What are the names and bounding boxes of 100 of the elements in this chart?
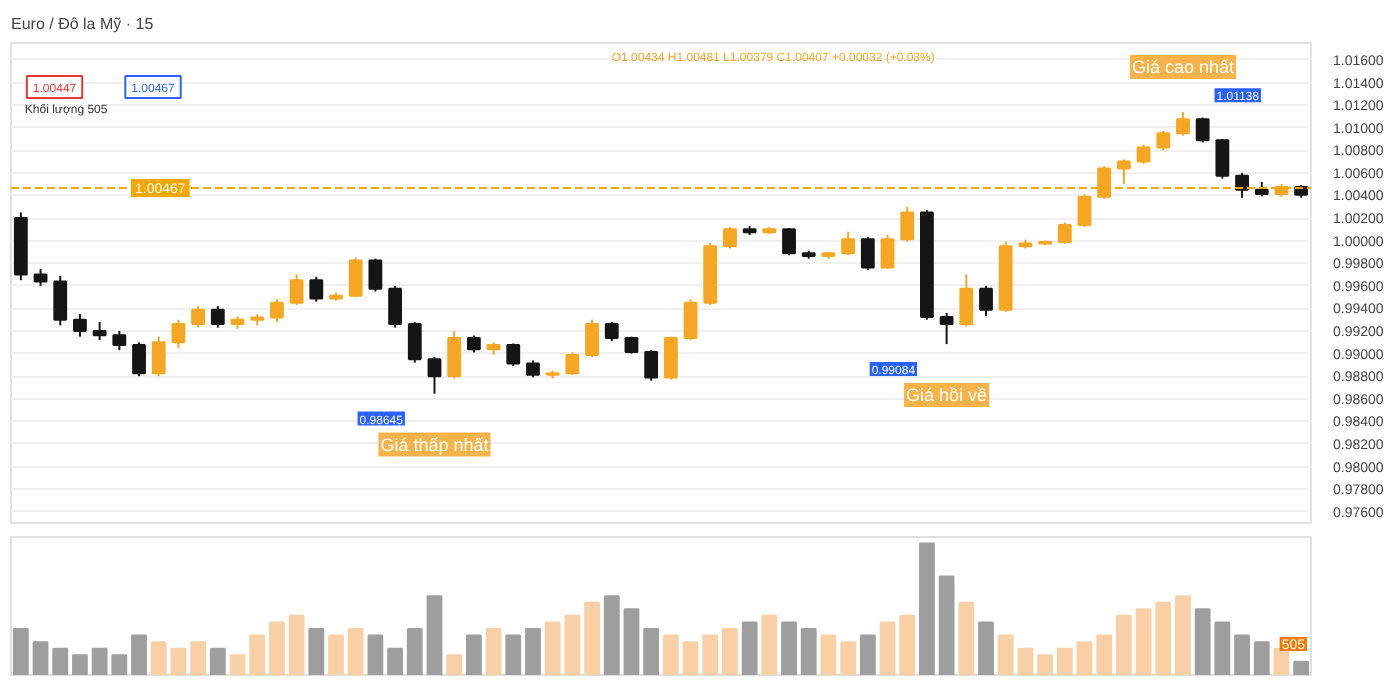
- candlestick: [644, 349, 659, 382]
- candlestick: [939, 311, 954, 346]
- bar: [505, 634, 522, 675]
- candlestick: [663, 335, 678, 381]
- bar: [328, 634, 344, 675]
- bar: [1096, 634, 1113, 675]
- candlestick: [447, 330, 462, 380]
- candlestick: [112, 330, 127, 352]
- candlestick: [388, 284, 402, 329]
- bar: [662, 634, 679, 675]
- bar: [465, 634, 482, 675]
- bar: [899, 614, 916, 675]
- bar: [1234, 634, 1250, 675]
- candlestick: [979, 284, 993, 318]
- candlestick: [368, 257, 383, 293]
- bar: [387, 647, 403, 675]
- bar: [32, 641, 49, 675]
- bar: [426, 595, 443, 675]
- bar: [958, 601, 975, 675]
- bar: [1253, 641, 1270, 675]
- bar: [1115, 614, 1132, 675]
- candlestick: [289, 273, 304, 307]
- bar: [209, 647, 226, 675]
- bar: [643, 628, 660, 675]
- bar: [781, 621, 797, 675]
- bar: [446, 654, 463, 675]
- bar: [229, 654, 246, 675]
- candlestick: [309, 275, 324, 303]
- bar: [919, 542, 935, 675]
- candlestick: [959, 273, 974, 328]
- bar: [603, 595, 620, 675]
- bar: [840, 641, 857, 675]
- candlestick: [427, 355, 442, 395]
- bar: [682, 641, 699, 675]
- bar: [1037, 654, 1053, 675]
- bar: [1135, 608, 1152, 675]
- candlestick: [1235, 171, 1249, 199]
- bar: [72, 654, 88, 675]
- bar: [800, 628, 817, 675]
- bar: [249, 634, 266, 675]
- candlestick: [73, 313, 87, 338]
- candlestick: [1057, 221, 1072, 246]
- candlestick: [683, 298, 698, 342]
- candlestick: [841, 230, 856, 257]
- candlestick: [270, 298, 284, 323]
- candlestick: [506, 342, 521, 368]
- candlestick: [1116, 158, 1131, 186]
- bar: [269, 621, 285, 675]
- bar: [288, 614, 305, 675]
- candlestick: [92, 320, 107, 342]
- candlestick: [585, 318, 599, 358]
- bar: [702, 634, 719, 675]
- candlestick: [348, 256, 363, 299]
- bar: [190, 641, 207, 675]
- bar: [170, 647, 187, 675]
- candlestick: [53, 274, 68, 327]
- bar: [1076, 641, 1093, 675]
- candlestick: [1097, 165, 1112, 200]
- bar: [52, 647, 69, 675]
- candlestick: [407, 320, 422, 364]
- bar: [406, 628, 423, 675]
- bar: [1155, 601, 1172, 675]
- candlestick: [1077, 193, 1092, 229]
- bar: [1175, 595, 1191, 675]
- candlestick: [604, 320, 619, 343]
- candlestick: [1136, 143, 1151, 165]
- bar: [347, 628, 364, 675]
- candlestick: [1215, 138, 1230, 180]
- bar: [485, 628, 502, 675]
- bar: [761, 614, 778, 675]
- bar: [584, 601, 600, 675]
- bar: [820, 634, 837, 675]
- candlestick: [132, 341, 146, 378]
- annotation: Giá thấp nhất: [380, 434, 490, 455]
- candlestick: [900, 205, 915, 243]
- bar: [938, 575, 955, 675]
- candlestick: [782, 227, 796, 257]
- bar: [623, 608, 640, 675]
- candlestick: [210, 305, 225, 329]
- bar: [525, 628, 541, 675]
- candlestick: [860, 236, 875, 272]
- bar: [131, 634, 147, 675]
- bar: [859, 634, 876, 675]
- annotation: Giá hồi về: [906, 384, 988, 405]
- bar: [367, 634, 384, 675]
- candlestick: [1156, 130, 1171, 152]
- bar: [879, 621, 896, 675]
- candlestick: [191, 305, 206, 329]
- bar: [722, 628, 738, 675]
- candlestick: [151, 335, 166, 378]
- bar: [150, 641, 167, 675]
- candlestick: [1195, 116, 1210, 144]
- bar: [308, 628, 325, 675]
- bar: [1293, 660, 1310, 675]
- annotation: Giá cao nhất: [1131, 56, 1235, 77]
- bar: [978, 621, 994, 675]
- bar: [741, 621, 758, 675]
- candlestick: [1176, 111, 1190, 137]
- candlestick: [565, 351, 580, 377]
- candlestick: [880, 234, 895, 270]
